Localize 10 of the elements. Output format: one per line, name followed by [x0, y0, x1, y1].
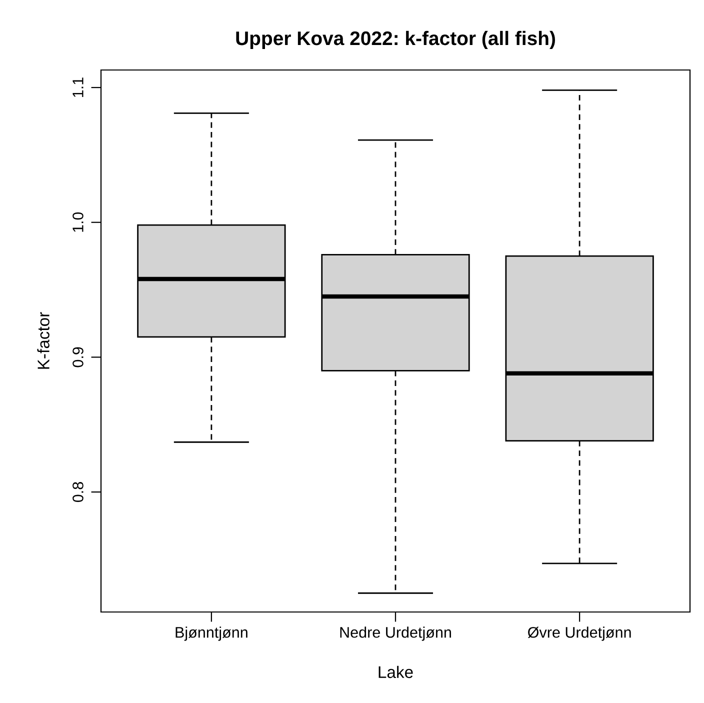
y-tick-label: 1.1 — [72, 78, 84, 97]
y-tick-label: 0.8 — [72, 482, 84, 502]
y-tick-label: 0.9 — [72, 347, 84, 368]
x-tick-label: Bjønntjønn — [176, 626, 248, 641]
x-axis-title: Lake — [378, 666, 413, 678]
chart-title: Upper Kova 2022: k-factor (all fish) — [236, 30, 556, 50]
y-tick-label: 1.0 — [72, 212, 84, 232]
x-tick-label: Øvre Urdetjønn — [528, 626, 631, 641]
x-tick-label: Nedre Urdetjønn — [340, 626, 451, 641]
y-axis-title: K-factor — [37, 312, 50, 369]
